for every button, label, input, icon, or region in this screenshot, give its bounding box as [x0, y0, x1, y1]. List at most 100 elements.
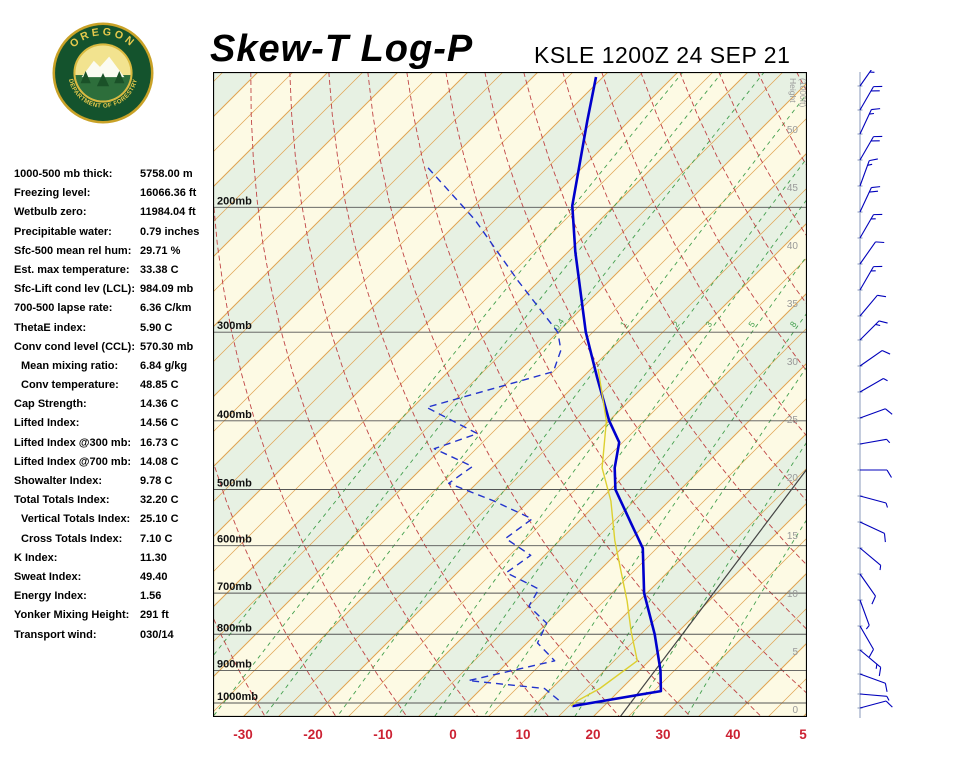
stat-value: 5.90 C — [140, 321, 173, 334]
stat-label: Total Totals Index: — [14, 494, 110, 507]
stat-value: 984.09 mb — [140, 283, 194, 296]
stat-label: Transport wind: — [14, 628, 97, 641]
wetbulb-curve — [570, 368, 638, 707]
stat-value: 7.10 C — [140, 532, 173, 545]
wind-barb — [859, 693, 890, 701]
stat-row: Showalter Index: 9.78 C — [14, 475, 229, 494]
height-tick-label: 0 — [792, 705, 798, 716]
stat-label: Precipitable water: — [14, 225, 112, 238]
temp-tick-label: 0 — [449, 727, 457, 742]
wind-barb — [859, 85, 883, 111]
stat-row: Lifted Index: 14.56 C — [14, 417, 229, 436]
mixing-ratio-label: 5 — [746, 319, 757, 329]
stat-value: 16.73 C — [140, 436, 179, 449]
stat-value: 030/14 — [140, 628, 174, 641]
height-tick-label: 45 — [787, 183, 799, 194]
stat-value: 0.79 inches — [140, 225, 200, 238]
temp-tick-label: -10 — [373, 727, 393, 742]
temp-tick-label: 40 — [725, 727, 741, 742]
wind-barb — [859, 673, 888, 692]
stat-label: ThetaE index: — [14, 321, 87, 334]
stat-value: 291 ft — [140, 609, 169, 622]
plot-area: 0.4 1 2 3 5 8 — [213, 72, 807, 717]
station-header: KSLE 1200Z 24 SEP 21 — [534, 42, 791, 68]
mixing-ratio-label: 8 — [788, 319, 799, 329]
height-tick-label: 5 — [792, 647, 798, 658]
wind-barb — [859, 378, 888, 393]
pressure-label: 300mb — [217, 320, 252, 332]
stat-row: Wetbulb zero: 11984.04 ft — [14, 206, 229, 225]
stat-row: ThetaE index: 5.90 C — [14, 322, 229, 341]
stat-label: Energy Index: — [14, 590, 87, 603]
chart-title: Skew-T Log-P — [210, 28, 474, 70]
stat-value: 14.36 C — [140, 398, 179, 411]
wind-barb — [859, 350, 891, 367]
stat-value: 48.85 C — [140, 379, 179, 392]
stat-row: Mean mixing ratio: 6.84 g/kg — [14, 360, 229, 379]
temp-tick-label: -20 — [303, 727, 323, 742]
height-tick-label: 20 — [787, 473, 799, 484]
temp-tick-label: 20 — [585, 727, 601, 742]
stat-value: 5758.00 m — [140, 168, 193, 180]
stat-row: Cap Strength: 14.36 C — [14, 398, 229, 417]
stat-value: 32.20 C — [140, 494, 179, 507]
stat-value: 11984.04 ft — [140, 206, 196, 219]
height-tick-label: 30 — [787, 357, 799, 368]
stat-label: Sweat Index: — [14, 570, 82, 583]
stat-row: 700-500 lapse rate: 6.36 C/km — [14, 302, 229, 321]
wind-barb — [859, 625, 874, 658]
wind-barb — [859, 186, 881, 213]
stat-label: Vertical Totals Index: — [21, 513, 131, 526]
stat-row: Freezing level: 16066.36 ft — [14, 187, 229, 206]
stat-row: Cross Totals Index: 7.10 C — [14, 533, 229, 552]
stat-label: Cross Totals Index: — [21, 532, 123, 545]
stat-value: 29.71 % — [140, 244, 181, 257]
stat-label: Sfc-Lift cond lev (LCL): — [14, 283, 135, 296]
wind-barb — [859, 700, 893, 709]
stat-row: Sfc-500 mean rel hum: 29.71 % — [14, 245, 229, 264]
stat-row: Transport wind: 030/14 — [14, 629, 229, 648]
stat-value: 6.84 g/kg — [140, 359, 188, 372]
stat-label: Wetbulb zero: — [14, 206, 87, 219]
pressure-label: 200mb — [217, 195, 252, 207]
pressure-label: 900mb — [217, 659, 252, 671]
stat-row: Est. max temperature: 33.38 C — [14, 264, 229, 283]
wind-barb — [859, 135, 883, 161]
pressure-line-layer — [213, 206, 807, 704]
stat-row: K Index: 11.30 — [14, 552, 229, 571]
stat-label: Cap Strength: — [14, 398, 87, 411]
wind-barb — [859, 547, 882, 571]
wind-barb — [859, 521, 886, 543]
stat-label: 700-500 lapse rate: — [14, 302, 113, 315]
logo-scene — [75, 56, 131, 101]
stat-row: Conv cond level (CCL): 570.30 mb — [14, 341, 229, 360]
stat-value: 570.30 mb — [140, 340, 194, 353]
temp-tick-label: 10 — [515, 727, 531, 742]
skewt-chart: 0.4 1 2 3 5 8200mb300mb400mb500mb600mb700mb80… — [213, 72, 807, 717]
wind-barb — [859, 158, 878, 187]
mixing-ratio-label: 3 — [703, 319, 714, 329]
height-tick-label: 25 — [787, 415, 799, 426]
stat-label: Est. max temperature: — [14, 263, 130, 276]
temperature-curve — [570, 76, 663, 708]
stat-value: 33.38 C — [140, 263, 179, 276]
stat-row: Total Totals Index: 32.20 C — [14, 494, 229, 513]
stat-label: Sfc-500 mean rel hum: — [14, 244, 132, 257]
isotherm-layer — [213, 72, 807, 717]
height-axis-labels: 0 5 10 15 20 25 30 35 40 45 50 Height (1000ft) — [787, 78, 807, 716]
temp-tick-label: -30 — [233, 727, 253, 742]
wind-barb — [859, 294, 887, 317]
wind-barb — [859, 408, 893, 419]
stat-value: 14.08 C — [140, 455, 179, 468]
stat-value: 49.40 — [140, 570, 168, 583]
pressure-label: 500mb — [217, 477, 252, 489]
pressure-label: 600mb — [217, 534, 252, 546]
stat-row: Energy Index: 1.56 — [14, 590, 229, 609]
stat-label: K Index: — [14, 551, 58, 564]
height-tick-label: 40 — [787, 241, 799, 252]
stat-value: 9.78 C — [140, 475, 173, 487]
stat-label: Yonker Mixing Height: — [14, 609, 130, 622]
stat-label: Lifted Index @700 mb: — [14, 455, 132, 468]
stat-value: 6.36 C/km — [140, 302, 192, 315]
stat-row: Sweat Index: 49.40 — [14, 571, 229, 590]
